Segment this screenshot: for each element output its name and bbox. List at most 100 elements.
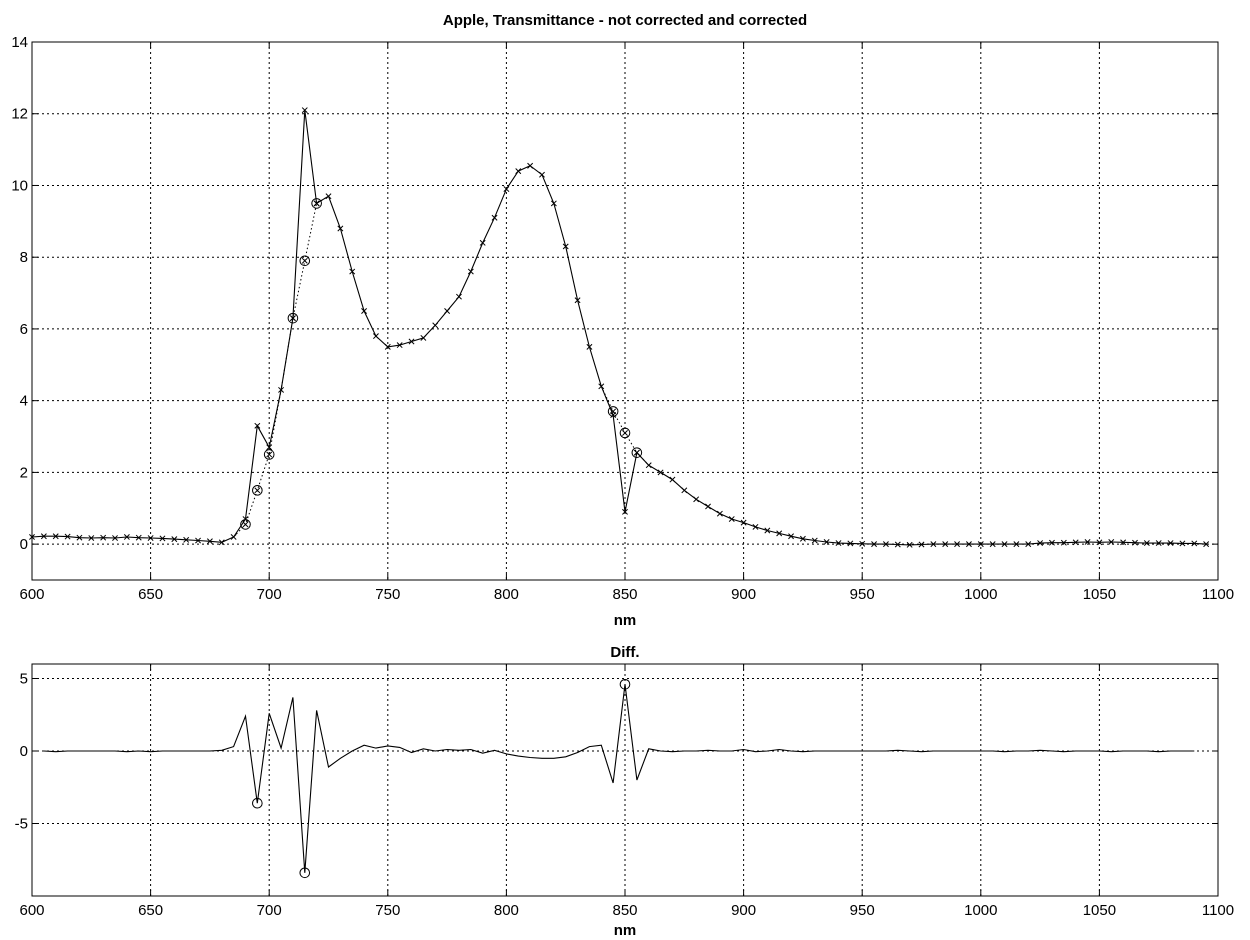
- x-marker-stroke: [503, 186, 510, 193]
- x-marker-stroke: [527, 162, 534, 169]
- x-marker-stroke: [40, 533, 47, 540]
- top-series-0-point: [740, 519, 747, 526]
- top-x-tick-label: 700: [257, 586, 282, 603]
- top-series-0-point: [527, 162, 534, 169]
- x-marker-stroke: [420, 334, 427, 341]
- top-series-0-point: [776, 530, 783, 537]
- x-marker-stroke: [823, 539, 830, 545]
- top-series-0-point: [847, 540, 854, 547]
- top-series-0-point: [752, 523, 759, 530]
- circle-marker: [631, 447, 643, 458]
- top-series-0-point: [515, 168, 522, 175]
- top-series-0-point: [254, 422, 261, 429]
- x-marker-stroke: [539, 171, 545, 178]
- top-series-0-point: [894, 541, 901, 548]
- x-marker-stroke: [859, 540, 866, 547]
- top-series-0-point: [1013, 541, 1020, 548]
- top-series-1-circle-point: [299, 255, 311, 267]
- top-series-0-point: [977, 541, 984, 548]
- x-marker-stroke: [1132, 539, 1138, 546]
- x-marker-stroke: [88, 535, 95, 541]
- x-marker-stroke: [396, 342, 403, 349]
- diff-series-0-line: [43, 684, 1195, 873]
- x-marker-stroke: [989, 541, 996, 548]
- circle-marker: [240, 519, 251, 530]
- x-marker-stroke: [705, 503, 711, 510]
- top-series-0-point: [764, 527, 771, 534]
- diff-x-tick-label: 700: [257, 902, 282, 919]
- top-series-0-point: [1096, 539, 1103, 546]
- diff-x-tick-label: 850: [612, 902, 637, 919]
- top-series-0-point: [693, 496, 700, 503]
- top-series-0-point: [135, 534, 142, 541]
- diff-x-tick-label: 650: [138, 902, 163, 919]
- top-series-0-point: [669, 476, 676, 483]
- x-marker-stroke: [1096, 539, 1103, 546]
- diff-x-tick-label: 900: [731, 902, 756, 919]
- x-marker-stroke: [977, 541, 984, 548]
- x-marker-stroke: [811, 537, 818, 544]
- x-marker-stroke: [349, 268, 356, 275]
- top-series-1-circle-point: [287, 312, 299, 324]
- top-series-0-point: [183, 536, 190, 543]
- x-marker-stroke: [171, 536, 178, 543]
- x-marker-stroke: [112, 535, 118, 541]
- circle-inner-x: [301, 257, 308, 264]
- x-marker-stroke: [337, 225, 344, 232]
- top-series-0-point: [550, 200, 557, 207]
- top-series-0-point: [206, 538, 213, 545]
- top-series-0-point: [965, 541, 972, 548]
- top-series-0-point: [835, 540, 842, 547]
- circle-marker: [252, 797, 263, 809]
- top-series-0-point: [788, 533, 794, 540]
- top-series-0-point: [859, 540, 866, 547]
- top-x-tick-label: 750: [375, 586, 400, 603]
- diff-x-axis-label: nm: [614, 922, 637, 939]
- circle-marker: [287, 312, 299, 324]
- x-marker-stroke: [1143, 540, 1150, 547]
- x-marker-stroke: [871, 541, 878, 548]
- top-x-tick-label: 800: [494, 586, 519, 603]
- x-marker-stroke: [52, 533, 59, 540]
- x-marker-stroke: [76, 534, 83, 541]
- x-marker-stroke: [1203, 541, 1210, 548]
- top-series-0-point: [562, 243, 569, 250]
- x-marker-stroke: [135, 534, 142, 541]
- diff-x-tick-label: 800: [494, 902, 519, 919]
- top-x-axis-label: nm: [614, 612, 637, 629]
- top-series-0-point: [112, 535, 118, 541]
- x-marker-stroke: [586, 343, 593, 350]
- top-x-tick-label: 1100: [1202, 586, 1234, 603]
- top-x-tick-label: 850: [612, 586, 637, 603]
- top-series-0-point: [384, 343, 391, 350]
- top-series-0-point: [1084, 539, 1091, 545]
- circle-marker: [607, 406, 619, 417]
- x-marker-stroke: [562, 243, 569, 250]
- top-series-1-circle-point: [252, 485, 263, 496]
- top-series-0-point: [100, 534, 107, 541]
- top-series-0-point: [1191, 540, 1198, 547]
- top-series-0-point: [823, 539, 830, 545]
- top-series-0-point: [657, 469, 664, 476]
- top-series-0-point: [906, 541, 913, 548]
- top-series-0-point: [1001, 541, 1008, 548]
- x-marker-stroke: [669, 476, 676, 483]
- top-y-tick-label: 12: [11, 106, 28, 123]
- top-x-tick-label: 1000: [964, 586, 997, 603]
- x-marker-stroke: [515, 168, 522, 175]
- x-marker-stroke: [444, 308, 451, 314]
- top-series-0-point: [372, 333, 379, 340]
- diff-y-tick-label: 0: [20, 743, 28, 760]
- top-series-0-point: [1132, 539, 1138, 546]
- circle-inner-x: [622, 429, 628, 436]
- x-marker-stroke: [764, 527, 771, 534]
- x-marker-stroke: [1060, 539, 1067, 546]
- x-marker-stroke: [218, 539, 225, 546]
- top-x-tick-label: 900: [731, 586, 756, 603]
- x-marker-stroke: [183, 536, 190, 543]
- x-marker-stroke: [491, 214, 498, 221]
- circle-inner-x: [610, 408, 617, 415]
- x-marker-stroke: [716, 510, 723, 517]
- circle-marker: [619, 679, 631, 690]
- top-series-0-point: [40, 533, 47, 540]
